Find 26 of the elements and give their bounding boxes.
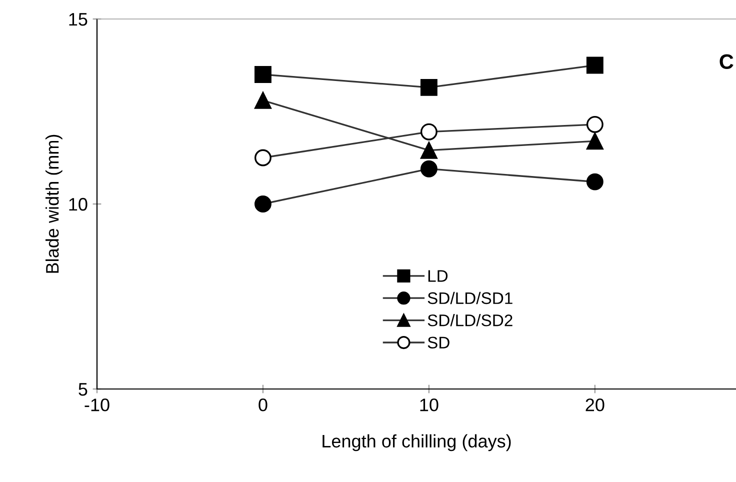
legend-label: SD/LD/SD1: [428, 292, 512, 304]
legend-label: LD: [428, 270, 448, 282]
point: [420, 142, 438, 159]
x-tick-label: 20: [586, 398, 604, 412]
y-axis-title: Blade width (mm): [46, 134, 62, 273]
point: [254, 92, 272, 109]
legend-label: SD: [428, 336, 450, 349]
x-tick-label: 0: [258, 398, 268, 412]
point: [420, 78, 438, 96]
point: [586, 56, 604, 74]
point: [586, 132, 604, 150]
point: [254, 196, 272, 212]
point: [420, 123, 438, 140]
legend-label: SD/LD/SD2: [428, 314, 512, 326]
point: [586, 173, 604, 190]
y-tick-label: 10: [69, 198, 88, 211]
point: [254, 149, 272, 166]
annotation: C: [720, 54, 734, 69]
x-tick-label: -10: [84, 398, 110, 412]
x-axis-title: Length of chilling (days): [322, 434, 511, 452]
point: [254, 66, 272, 83]
x-tick-label: 10: [420, 398, 438, 412]
point: [420, 160, 438, 178]
y-tick-label: 15: [69, 13, 88, 26]
point: [586, 116, 604, 133]
y-tick-label: 5: [78, 383, 88, 396]
